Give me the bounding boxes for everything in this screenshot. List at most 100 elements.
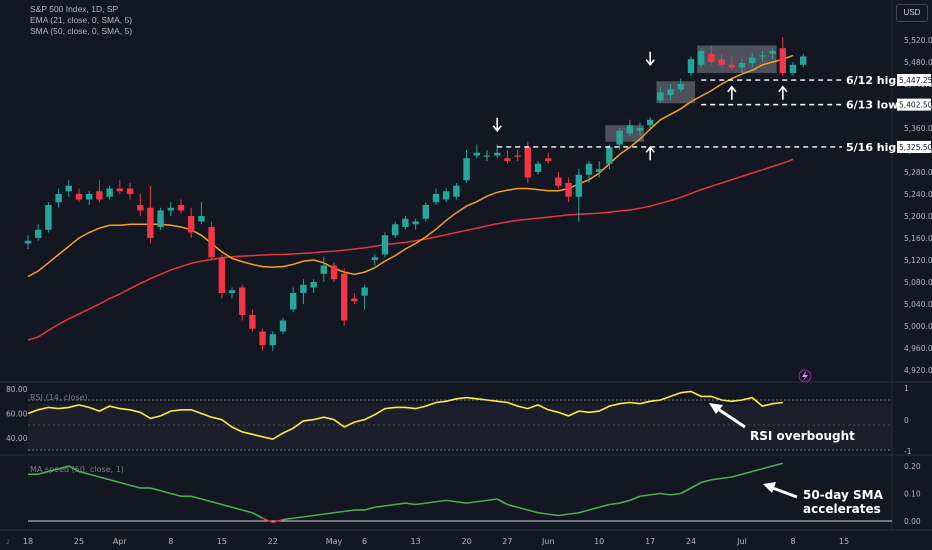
ma-speed-line-segment xyxy=(721,476,732,480)
sma-line xyxy=(27,158,794,341)
candle xyxy=(728,64,735,68)
x-tick-label: 10 xyxy=(594,537,604,546)
ma-speed-line-segment xyxy=(374,505,386,509)
ma-speed-line-segment xyxy=(527,509,539,514)
candle xyxy=(494,152,501,156)
candle xyxy=(75,194,83,200)
price-tag xyxy=(897,74,931,87)
y-tick-label: 5,040.00 xyxy=(904,300,932,309)
candle xyxy=(279,320,287,332)
x-tick-label: 27 xyxy=(502,537,512,546)
x-tick-label: 8 xyxy=(168,537,173,546)
x-tick-label: 13 xyxy=(411,537,421,546)
rsi-tick-label: 40.00 xyxy=(6,434,28,443)
ma-speed-tick: 0.20 xyxy=(904,462,921,471)
level-label: 6/12 high xyxy=(846,74,904,87)
candle xyxy=(341,273,348,321)
ma-speed-line-segment xyxy=(680,487,692,495)
ma-speed-line-segment xyxy=(425,500,437,504)
ma-arrow xyxy=(763,482,776,493)
candle xyxy=(137,205,144,211)
ma-speed-line-segment xyxy=(446,499,457,503)
x-tick-label: 24 xyxy=(686,537,696,546)
y-tick-label: 5,200.00 xyxy=(904,212,932,221)
ma-speed-line-segment xyxy=(129,484,141,489)
rsi-line xyxy=(27,390,783,441)
chart-legend: S&P 500 Index, 1D, SP EMA (21, close, 0,… xyxy=(30,4,132,37)
ma-speed-line-segment xyxy=(99,476,110,481)
ma-speed-line-segment xyxy=(731,473,743,478)
ma-speed-line-segment xyxy=(466,500,477,504)
ma-speed-line-segment xyxy=(150,487,161,492)
candle xyxy=(330,265,338,280)
rsi-arrow xyxy=(709,403,723,414)
x-tick-label: 25 xyxy=(74,537,84,546)
ma-speed-line-segment xyxy=(313,513,324,517)
candle xyxy=(167,207,174,211)
ma-speed-line-segment xyxy=(517,506,529,511)
candle xyxy=(361,287,368,296)
candle xyxy=(126,188,134,194)
x-tick-label: Jun xyxy=(541,537,555,546)
candle xyxy=(371,257,378,260)
level-label: 5/16 high xyxy=(846,141,904,154)
ma-speed-line-segment xyxy=(690,481,702,489)
candle xyxy=(749,57,756,64)
x-tick-label: 20 xyxy=(462,537,472,546)
rsi-annotation: RSI overbought xyxy=(750,429,855,443)
candle xyxy=(789,64,797,73)
ma-speed-line-segment xyxy=(751,467,763,473)
candle xyxy=(514,155,521,157)
arrow-down xyxy=(645,59,655,67)
candle xyxy=(35,229,42,238)
candle xyxy=(738,63,746,68)
consolidation-box xyxy=(605,125,644,142)
candle xyxy=(483,155,491,157)
ma-speed-line-segment xyxy=(364,506,376,511)
rsi-band xyxy=(28,404,892,450)
currency-selector[interactable]: USD xyxy=(896,4,928,22)
candle xyxy=(769,51,776,54)
y-tick-label: 5,480.00 xyxy=(904,58,932,67)
y-tick-label: 5,000.00 xyxy=(904,322,932,331)
arrow-up xyxy=(645,145,655,153)
ma-speed-line-segment xyxy=(772,462,784,467)
ma-speed-line-segment xyxy=(68,465,80,473)
price-tag xyxy=(897,140,931,153)
rsi-legend: RSI (14, close) xyxy=(30,393,88,402)
ma-speed-line-segment xyxy=(762,465,773,470)
ma-speed-line-segment xyxy=(639,494,651,498)
candle xyxy=(463,158,470,181)
candle xyxy=(636,128,644,131)
ma-speed-line-segment xyxy=(48,467,59,473)
candle xyxy=(249,315,256,329)
candle xyxy=(759,55,766,57)
arrow-up xyxy=(778,85,788,93)
ema-legend: EMA (21, close, 0, SMA, 5) xyxy=(30,15,133,25)
ma-annotation-line2: accelerates xyxy=(803,502,881,516)
ma-speed-line-segment xyxy=(190,495,202,500)
candle xyxy=(667,89,674,95)
candle xyxy=(86,194,93,200)
candle xyxy=(504,158,511,161)
candle xyxy=(473,152,480,156)
ma-speed-line-segment xyxy=(507,503,518,509)
ma-speed-line-segment xyxy=(548,513,559,517)
ma-speed-line-segment xyxy=(109,478,121,484)
ma-speed-line-segment xyxy=(415,502,426,506)
candle xyxy=(596,169,603,172)
ma-speed-line-segment xyxy=(323,511,335,515)
price-tag-label: 5,447.25 xyxy=(899,76,932,85)
x-tick-label: 22 xyxy=(268,537,278,546)
candle xyxy=(320,265,327,274)
candle xyxy=(534,163,542,172)
candle xyxy=(432,194,440,203)
ma-speed-line-segment xyxy=(558,513,569,517)
ma-speed-line-segment xyxy=(619,499,631,504)
candle xyxy=(453,185,460,197)
candle xyxy=(351,298,358,302)
candle xyxy=(575,174,582,197)
candle xyxy=(65,185,72,192)
ma-speed-tick: 0.00 xyxy=(904,517,921,526)
